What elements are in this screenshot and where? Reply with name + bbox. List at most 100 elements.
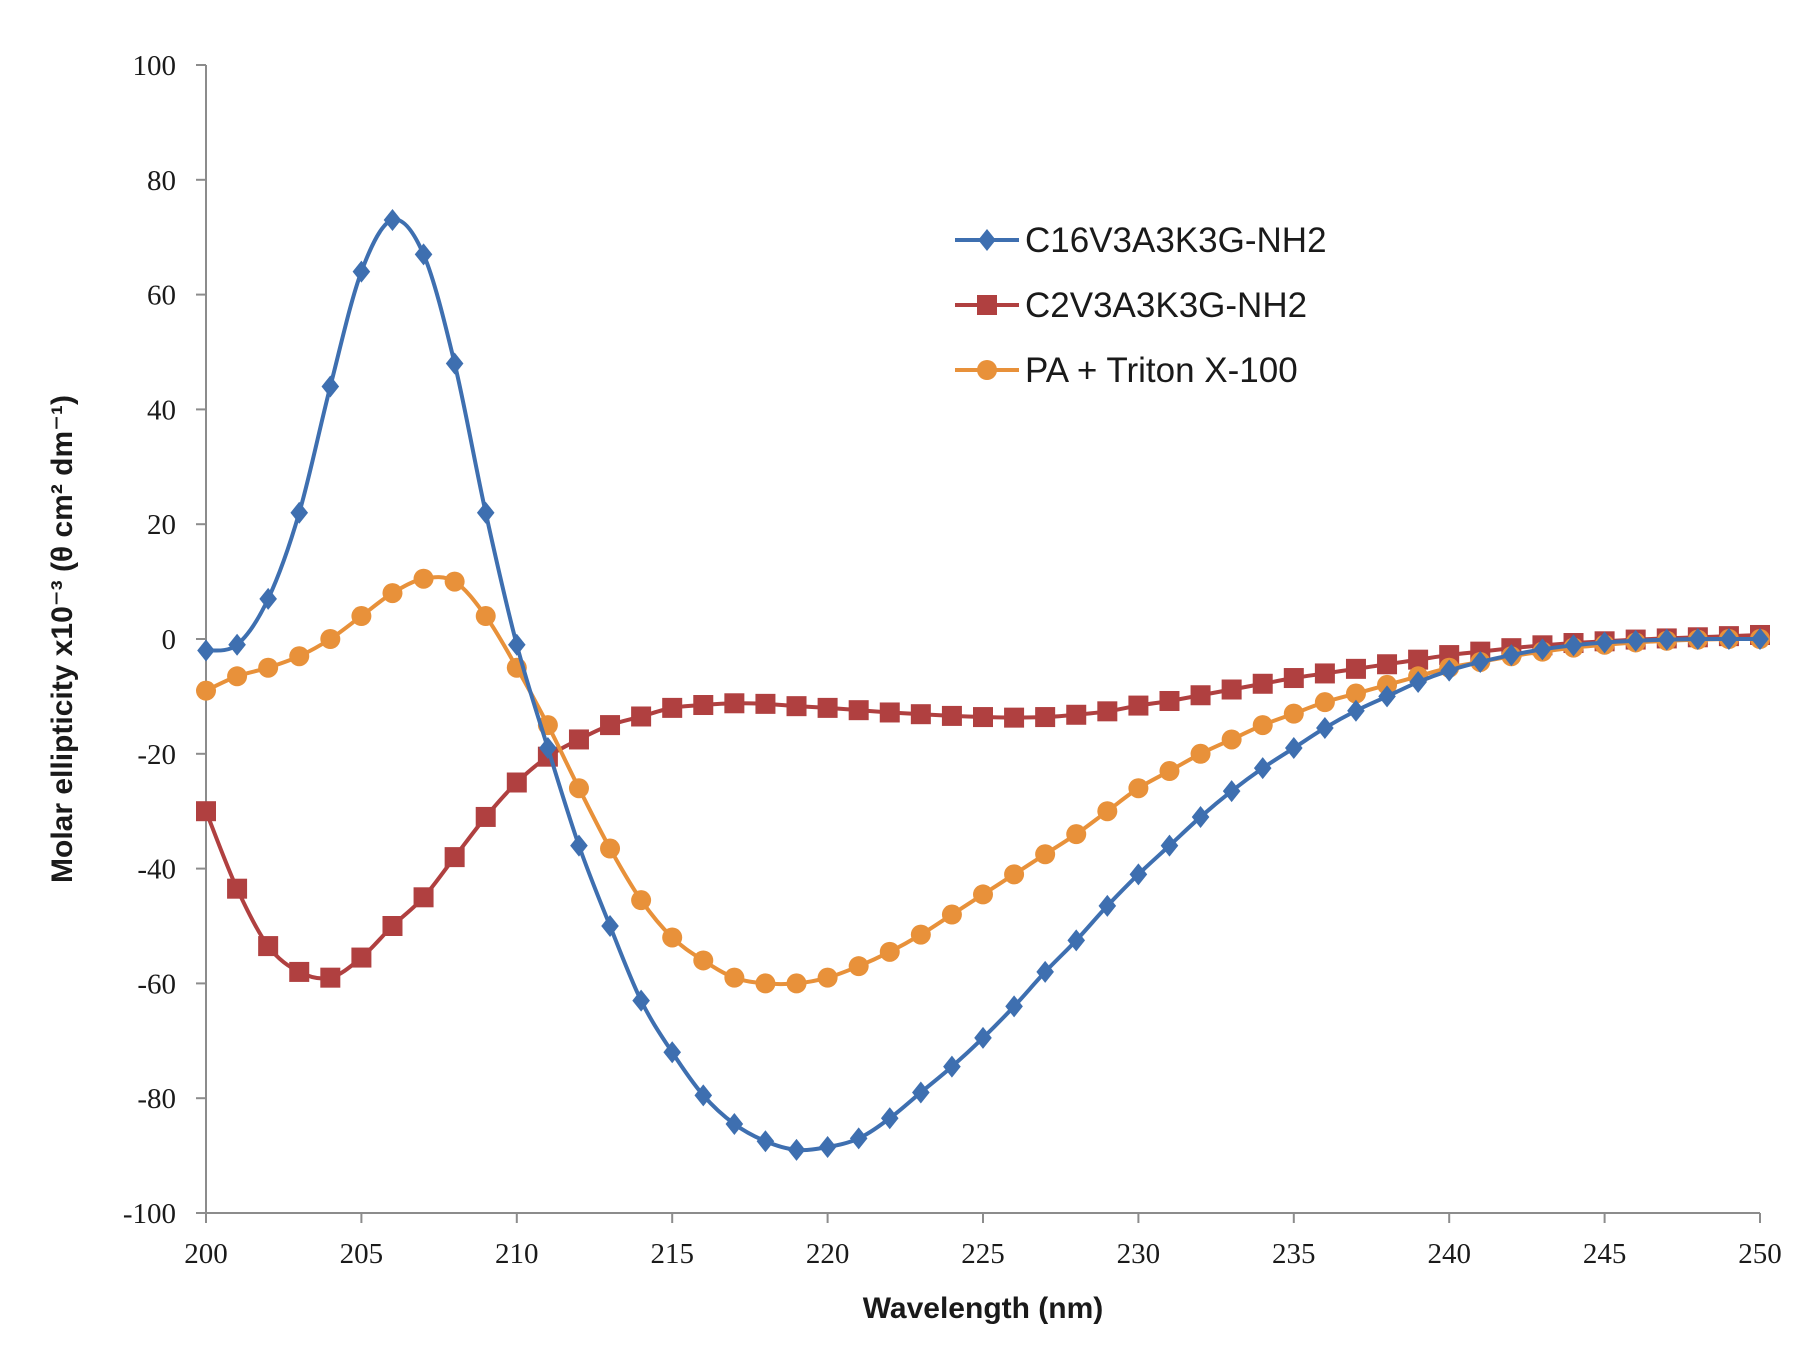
series-line-c2v3a3k3g-nh2 bbox=[204, 632, 1761, 981]
data-point-c16v3a3k3g-nh2 bbox=[476, 501, 495, 524]
data-point-c2v3a3k3g-nh2 bbox=[1283, 668, 1304, 689]
legend: C16V3A3K3G-NH2 C2V3A3K3G-NH2 PA + Triton X… bbox=[955, 221, 1327, 390]
data-point-c16v3a3k3g-nh2 bbox=[539, 737, 557, 760]
data-point-c16v3a3k3g-nh2 bbox=[414, 243, 433, 266]
data-point-pa-triton-x-100 bbox=[879, 941, 900, 962]
data-point-pa-triton-x-100 bbox=[320, 629, 341, 649]
series-c16v3a3k3g-nh2 bbox=[197, 208, 1769, 1161]
data-point-pa-triton-x-100 bbox=[693, 950, 714, 971]
data-point-c16v3a3k3g-nh2 bbox=[1222, 780, 1241, 803]
data-point-c16v3a3k3g-nh2 bbox=[383, 208, 402, 231]
data-point-c2v3a3k3g-nh2 bbox=[941, 705, 962, 726]
data-point-c16v3a3k3g-nh2 bbox=[1067, 929, 1086, 952]
data-point-pa-triton-x-100 bbox=[973, 884, 993, 905]
data-point-c2v3a3k3g-nh2 bbox=[506, 772, 527, 793]
data-point-pa-triton-x-100 bbox=[568, 778, 589, 799]
data-point-pa-triton-x-100 bbox=[289, 646, 310, 667]
data-point-c2v3a3k3g-nh2 bbox=[1159, 690, 1180, 711]
legend-label: PA + Triton X-100 bbox=[1025, 351, 1298, 390]
data-point-pa-triton-x-100 bbox=[817, 967, 838, 988]
data-point-c16v3a3k3g-nh2 bbox=[1098, 894, 1117, 917]
data-point-c2v3a3k3g-nh2 bbox=[1377, 654, 1398, 675]
series-layer bbox=[196, 208, 1770, 1161]
y-axis-title: Molar ellipticity x10⁻³ (θ cm² dm⁻¹) bbox=[46, 395, 79, 883]
data-point-c2v3a3k3g-nh2 bbox=[1128, 695, 1149, 716]
data-point-c2v3a3k3g-nh2 bbox=[351, 947, 372, 968]
data-point-c16v3a3k3g-nh2 bbox=[1409, 671, 1427, 694]
data-point-pa-triton-x-100 bbox=[755, 973, 776, 994]
data-point-c2v3a3k3g-nh2 bbox=[475, 806, 496, 827]
data-point-c2v3a3k3g-nh2 bbox=[724, 693, 745, 714]
series-line-pa-triton-x-100 bbox=[205, 575, 1761, 987]
legend-label: C16V3A3K3G-NH2 bbox=[1025, 221, 1327, 260]
data-point-pa-triton-x-100 bbox=[258, 657, 279, 678]
data-point-c16v3a3k3g-nh2 bbox=[912, 1081, 930, 1104]
data-point-c2v3a3k3g-nh2 bbox=[1035, 707, 1056, 728]
legend-label: C2V3A3K3G-NH2 bbox=[1025, 286, 1307, 325]
data-point-pa-triton-x-100 bbox=[1066, 824, 1087, 845]
x-tick-label: 250 bbox=[1738, 1238, 1782, 1270]
x-tick-label: 230 bbox=[1117, 1238, 1161, 1270]
y-tick-label: 0 bbox=[162, 624, 177, 656]
series-pa-triton-x-100 bbox=[196, 568, 1770, 994]
data-point-c2v3a3k3g-nh2 bbox=[320, 967, 341, 988]
data-point-c2v3a3k3g-nh2 bbox=[662, 697, 683, 718]
data-point-c16v3a3k3g-nh2 bbox=[1160, 834, 1179, 857]
data-point-c16v3a3k3g-nh2 bbox=[601, 915, 619, 937]
data-point-c2v3a3k3g-nh2 bbox=[1408, 649, 1429, 670]
data-point-c16v3a3k3g-nh2 bbox=[663, 1041, 681, 1064]
y-tick-label: -80 bbox=[137, 1083, 176, 1115]
data-point-c2v3a3k3g-nh2 bbox=[755, 693, 776, 714]
legend-item-c2v3a3k3g-nh2: C2V3A3K3G-NH2 bbox=[955, 286, 1307, 325]
legend-swatch-marker bbox=[977, 360, 997, 380]
legend-item-pa-triton-x-100: PA + Triton X-100 bbox=[955, 351, 1298, 390]
data-point-c2v3a3k3g-nh2 bbox=[1066, 704, 1087, 725]
data-point-pa-triton-x-100 bbox=[1159, 761, 1180, 782]
data-point-pa-triton-x-100 bbox=[444, 571, 465, 592]
data-point-c16v3a3k3g-nh2 bbox=[1533, 638, 1552, 661]
data-point-pa-triton-x-100 bbox=[1128, 778, 1149, 799]
data-point-c2v3a3k3g-nh2 bbox=[382, 916, 403, 936]
x-tick-label: 245 bbox=[1583, 1238, 1627, 1270]
data-point-c16v3a3k3g-nh2 bbox=[694, 1084, 713, 1107]
legend-swatch-marker bbox=[977, 295, 997, 315]
data-point-c16v3a3k3g-nh2 bbox=[321, 375, 340, 398]
data-point-c16v3a3k3g-nh2 bbox=[1253, 757, 1272, 780]
x-axis-title: Wavelength (nm) bbox=[863, 1292, 1104, 1325]
data-point-pa-triton-x-100 bbox=[1252, 715, 1273, 736]
x-tick-label: 210 bbox=[495, 1238, 539, 1270]
data-point-c2v3a3k3g-nh2 bbox=[1221, 679, 1242, 700]
y-tick-label: -100 bbox=[123, 1198, 176, 1230]
data-point-c2v3a3k3g-nh2 bbox=[786, 696, 807, 717]
data-point-c2v3a3k3g-nh2 bbox=[258, 936, 279, 957]
y-tick-label: -60 bbox=[137, 968, 176, 1000]
data-point-pa-triton-x-100 bbox=[1097, 801, 1118, 822]
data-point-c16v3a3k3g-nh2 bbox=[1191, 805, 1210, 828]
data-point-c16v3a3k3g-nh2 bbox=[1285, 737, 1303, 760]
data-point-pa-triton-x-100 bbox=[1035, 844, 1056, 865]
data-point-c2v3a3k3g-nh2 bbox=[1190, 685, 1211, 706]
data-point-c16v3a3k3g-nh2 bbox=[1129, 863, 1148, 886]
data-point-c16v3a3k3g-nh2 bbox=[818, 1135, 837, 1158]
data-point-pa-triton-x-100 bbox=[1221, 729, 1242, 750]
data-point-c16v3a3k3g-nh2 bbox=[1595, 631, 1614, 654]
data-point-pa-triton-x-100 bbox=[786, 973, 807, 994]
data-point-pa-triton-x-100 bbox=[413, 568, 434, 589]
data-point-c16v3a3k3g-nh2 bbox=[1378, 685, 1396, 708]
y-axis-ticks: -100 -80 -60 -40 -20 0 20 40 60 80 100 bbox=[123, 50, 206, 1230]
data-point-pa-triton-x-100 bbox=[941, 904, 962, 925]
data-point-c16v3a3k3g-nh2 bbox=[197, 639, 215, 662]
data-point-pa-triton-x-100 bbox=[1190, 743, 1211, 764]
data-point-c16v3a3k3g-nh2 bbox=[1347, 699, 1365, 722]
data-point-pa-triton-x-100 bbox=[1377, 674, 1398, 695]
x-tick-label: 240 bbox=[1427, 1238, 1471, 1270]
legend-item-c16v3a3k3g-nh2: C16V3A3K3G-NH2 bbox=[955, 221, 1327, 260]
data-point-c16v3a3k3g-nh2 bbox=[445, 352, 464, 375]
data-point-c2v3a3k3g-nh2 bbox=[413, 887, 434, 908]
data-point-pa-triton-x-100 bbox=[662, 927, 683, 948]
data-point-c2v3a3k3g-nh2 bbox=[1252, 673, 1273, 694]
data-point-pa-triton-x-100 bbox=[910, 924, 931, 945]
data-point-pa-triton-x-100 bbox=[600, 838, 621, 859]
